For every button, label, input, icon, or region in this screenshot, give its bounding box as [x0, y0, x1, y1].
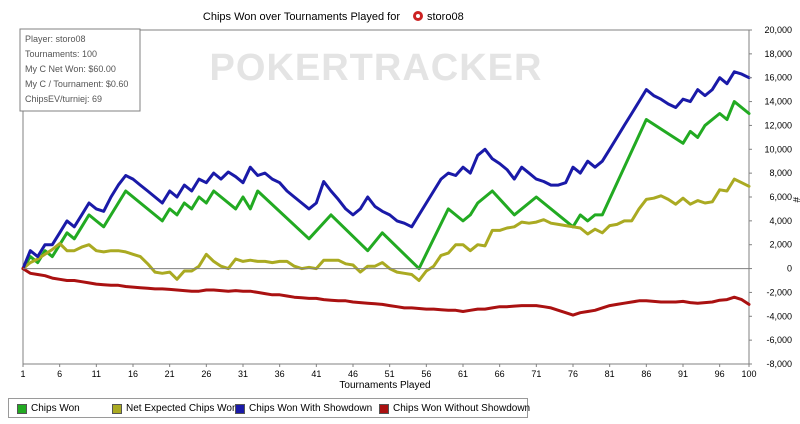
y-tick-label: -8,000	[766, 359, 792, 369]
x-tick-label: 46	[348, 369, 358, 379]
series-line-chips-won-with-showdown	[21, 70, 751, 271]
y-tick-label: 0	[787, 264, 792, 274]
x-tick-label: 96	[715, 369, 725, 379]
chart-legend: Chips Won Net Expected Chips Won Chips Won…	[8, 398, 530, 418]
legend-label: Chips Won Without Showdown	[393, 403, 531, 414]
x-tick-label: 36	[275, 369, 285, 379]
y-tick-label: 10,000	[764, 144, 792, 154]
legend-label: Net Expected Chips Won	[126, 403, 238, 414]
x-tick-label: 81	[605, 369, 615, 379]
y-tick-label: 2,000	[769, 240, 792, 250]
series-layer	[21, 70, 751, 317]
legend-label: Chips Won	[31, 403, 80, 414]
y-tick-label: 14,000	[764, 97, 792, 107]
x-tick-label: 11	[92, 369, 101, 379]
series-line-chips-won	[21, 100, 751, 271]
x-tick-label: 16	[128, 369, 138, 379]
legend-swatch	[379, 403, 389, 414]
chart-title: Chips Won over Tournaments Played for	[203, 11, 400, 23]
watermark-logo: POKERTRACKER	[210, 47, 543, 89]
x-tick-label: 51	[385, 369, 395, 379]
x-tick-label: 66	[495, 369, 505, 379]
y-axis-label: #	[790, 197, 800, 203]
info-line: Tournaments: 100	[25, 49, 97, 59]
x-tick-label: 86	[641, 369, 651, 379]
legend-swatch	[235, 403, 245, 414]
x-tick-label: 26	[201, 369, 211, 379]
y-tick-label: -6,000	[766, 335, 792, 345]
info-line: Player: storo08	[25, 34, 86, 44]
poker-chip-icon	[413, 11, 423, 21]
x-tick-label: 76	[568, 369, 578, 379]
x-tick-label: 71	[531, 369, 541, 379]
legend-item: Chips Won	[17, 402, 80, 415]
series-line-net-expected-chips-won	[21, 177, 751, 282]
series-line-chips-won-without-showdown	[21, 267, 751, 317]
info-line: My C / Tournament: $0.60	[25, 79, 128, 89]
stats-info-box: Player: storo08 Tournaments: 100 My C Net …	[19, 28, 141, 112]
x-tick-label: 6	[57, 369, 62, 379]
y-tick-label: 6,000	[769, 192, 792, 202]
info-line: ChipsEV/turniej: 69	[25, 94, 102, 104]
x-tick-label: 100	[741, 369, 756, 379]
legend-swatch	[17, 403, 27, 414]
x-tick-label: 1	[20, 369, 25, 379]
x-tick-label: 21	[165, 369, 175, 379]
legend-swatch	[112, 403, 122, 414]
y-axis-ticks: -8,000 -6,000 -4,000 -2,000 0 2,000 4,000 6,000…	[749, 25, 792, 369]
legend-label: Chips Won With Showdown	[249, 403, 373, 414]
y-tick-label: 18,000	[764, 49, 792, 59]
x-tick-label: 31	[238, 369, 248, 379]
y-tick-label: 16,000	[764, 73, 792, 83]
chart-title-player: storo08	[427, 11, 464, 23]
x-tick-label: 41	[311, 369, 321, 379]
legend-item: Chips Won Without Showdown	[379, 402, 530, 415]
y-tick-label: 20,000	[764, 25, 792, 35]
y-tick-label: 12,000	[764, 120, 792, 130]
y-tick-label: -4,000	[766, 311, 792, 321]
y-tick-label: 4,000	[769, 216, 792, 226]
x-axis-label: Tournaments Played	[339, 380, 430, 391]
y-tick-label: -2,000	[766, 287, 792, 297]
y-tick-label: 8,000	[769, 168, 792, 178]
x-tick-label: 61	[458, 369, 468, 379]
x-tick-label: 91	[678, 369, 688, 379]
info-line: My C Net Won: $60.00	[25, 64, 116, 74]
x-axis-ticks: 1 6 11 16 21 26 31 36 41 46 51 56 61 66 71 76 81 86 91 96 10…	[20, 364, 757, 379]
x-tick-label: 56	[421, 369, 431, 379]
legend-item: Net Expected Chips Won	[112, 402, 238, 415]
legend-item: Chips Won With Showdown	[235, 402, 372, 415]
